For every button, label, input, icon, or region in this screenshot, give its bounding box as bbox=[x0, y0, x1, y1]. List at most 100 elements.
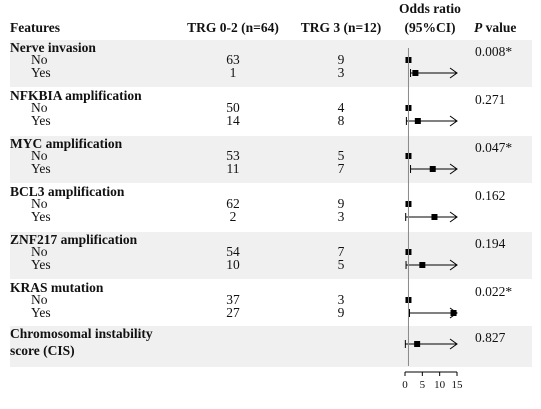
row-band bbox=[10, 326, 532, 367]
feature-group: BCL3 amplification 0.162 No 62 9 Yes 2 3 bbox=[10, 184, 505, 224]
count-trg-0-2: 2 bbox=[230, 209, 237, 224]
odds-ratio-point bbox=[419, 262, 426, 268]
feature-name: ZNF217 amplification bbox=[10, 232, 138, 247]
row-label: Yes bbox=[31, 65, 51, 80]
header-ci: (95%CI) bbox=[405, 20, 456, 35]
x-tick-label: 0 bbox=[402, 379, 408, 391]
feature-group: MYC amplification 0.047* No 53 5 Yes 11 7 bbox=[10, 136, 512, 176]
ci-arrow bbox=[449, 67, 458, 79]
table-row: Yes 14 8 bbox=[31, 113, 458, 128]
count-trg-3: 9 bbox=[338, 196, 345, 211]
p-value: 0.022* bbox=[475, 284, 512, 299]
header-features: Features bbox=[10, 20, 60, 35]
ci-arrow bbox=[449, 338, 458, 350]
table-row bbox=[404, 338, 458, 350]
odds-ratio-point bbox=[414, 341, 421, 347]
row-label: No bbox=[31, 196, 48, 211]
row-label: Yes bbox=[31, 113, 51, 128]
header-trg-3: TRG 3 (n=12) bbox=[301, 20, 381, 35]
count-trg-3: 4 bbox=[338, 100, 345, 115]
x-tick-label: 5 bbox=[420, 379, 426, 391]
odds-ratio-point bbox=[429, 166, 436, 172]
feature-name: Nerve invasion bbox=[10, 40, 96, 55]
feature-group: NFKBIA amplification 0.271 No 50 4 Yes 14 8 bbox=[10, 88, 505, 128]
p-value: 0.162 bbox=[475, 188, 505, 203]
count-trg-3: 3 bbox=[338, 292, 345, 307]
feature-group: KRAS mutation 0.022* No 37 3 Yes 27 9 bbox=[10, 280, 512, 320]
x-tick-label: 15 bbox=[452, 379, 464, 391]
row-band bbox=[10, 136, 532, 183]
count-trg-3: 7 bbox=[338, 244, 345, 259]
p-value: 0.194 bbox=[475, 236, 506, 251]
count-trg-3: 8 bbox=[338, 113, 345, 128]
feature-name: Chromosomal instability bbox=[10, 326, 153, 341]
row-band bbox=[10, 232, 532, 279]
row-label: Yes bbox=[31, 161, 51, 176]
count-trg-0-2: 37 bbox=[226, 292, 240, 307]
count-trg-0-2: 62 bbox=[226, 196, 240, 211]
row-label: No bbox=[31, 148, 48, 163]
odds-ratio-point bbox=[414, 118, 421, 124]
count-trg-0-2: 53 bbox=[226, 148, 240, 163]
feature-group: Nerve invasion 0.008* No 63 9 Yes 1 3 bbox=[10, 40, 512, 80]
table-row: Yes 1 3 bbox=[31, 65, 458, 80]
p-value: 0.271 bbox=[475, 92, 505, 107]
table-row: Yes 27 9 bbox=[31, 305, 458, 320]
count-trg-0-2: 10 bbox=[226, 257, 240, 272]
count-trg-0-2: 54 bbox=[226, 244, 240, 259]
feature-name: score (CIS) bbox=[10, 343, 75, 358]
header-trg-0-2: TRG 0-2 (n=64) bbox=[187, 20, 279, 35]
header-p-value: P value bbox=[474, 20, 516, 35]
table-row: Yes 2 3 bbox=[31, 209, 458, 224]
feature-name: KRAS mutation bbox=[10, 280, 104, 295]
table-body: Nerve invasion 0.008* No 63 9 Yes 1 3 NFKBIA amp… bbox=[10, 40, 512, 358]
row-label: Yes bbox=[31, 209, 51, 224]
count-trg-0-2: 27 bbox=[226, 305, 240, 320]
header-row: Features TRG 0-2 (n=64) TRG 3 (n=12) Odd… bbox=[10, 1, 516, 35]
feature-group: Chromosomal instability score (CIS) 0.827 bbox=[10, 326, 506, 358]
count-trg-0-2: 11 bbox=[227, 161, 240, 176]
p-value: 0.008* bbox=[475, 44, 512, 59]
count-trg-3: 3 bbox=[338, 65, 345, 80]
p-value: 0.827 bbox=[475, 330, 506, 345]
row-label: No bbox=[31, 52, 48, 67]
feature-name: BCL3 amplification bbox=[10, 184, 125, 199]
count-trg-3: 7 bbox=[338, 161, 345, 176]
count-trg-3: 5 bbox=[338, 257, 345, 272]
table-row: Yes 10 5 bbox=[31, 257, 458, 272]
ci-arrow bbox=[449, 259, 458, 271]
count-trg-3: 9 bbox=[338, 305, 345, 320]
row-label: Yes bbox=[31, 305, 51, 320]
count-trg-3: 9 bbox=[338, 52, 345, 67]
ci-arrow bbox=[449, 307, 458, 319]
count-trg-0-2: 14 bbox=[226, 113, 240, 128]
x-axis: 0 5 10 15 bbox=[402, 48, 463, 391]
odds-ratio-point bbox=[450, 310, 457, 316]
table-row: Yes 11 7 bbox=[31, 161, 458, 176]
count-trg-3: 5 bbox=[338, 148, 345, 163]
table-row: No 50 4 bbox=[31, 100, 412, 115]
row-label: No bbox=[31, 100, 48, 115]
row-label: Yes bbox=[31, 257, 51, 272]
odds-ratio-point bbox=[431, 214, 438, 220]
header-odds-ratio: Odds ratio bbox=[399, 1, 461, 16]
count-trg-0-2: 63 bbox=[226, 52, 240, 67]
row-bands bbox=[10, 40, 532, 367]
header-p-rest: value bbox=[482, 20, 516, 35]
row-label: No bbox=[31, 292, 48, 307]
odds-ratio-point bbox=[412, 70, 419, 76]
row-label: No bbox=[31, 244, 48, 259]
count-trg-0-2: 50 bbox=[226, 100, 240, 115]
ci-arrow bbox=[449, 115, 458, 127]
feature-name: MYC amplification bbox=[10, 136, 123, 151]
p-value: 0.047* bbox=[475, 140, 512, 155]
count-trg-3: 3 bbox=[338, 209, 345, 224]
x-tick-label: 10 bbox=[434, 379, 446, 391]
ci-arrow bbox=[449, 163, 458, 175]
feature-group: ZNF217 amplification 0.194 No 54 7 Yes 10 5 bbox=[10, 232, 506, 272]
row-band bbox=[10, 40, 532, 87]
header-p-italic: P bbox=[474, 20, 483, 35]
count-trg-0-2: 1 bbox=[230, 65, 237, 80]
feature-name: NFKBIA amplification bbox=[10, 88, 142, 103]
